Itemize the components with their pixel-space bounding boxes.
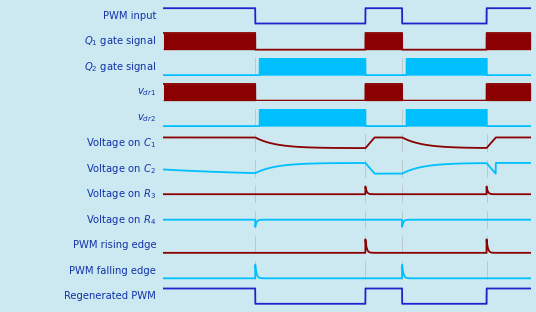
Text: $Q_1$ gate signal: $Q_1$ gate signal [84, 34, 156, 48]
Text: Voltage on $R_4$: Voltage on $R_4$ [86, 213, 156, 227]
Text: Regenerated PWM: Regenerated PWM [64, 291, 156, 301]
Text: PWM falling edge: PWM falling edge [69, 266, 156, 276]
Text: PWM input: PWM input [103, 11, 156, 21]
Text: $v_{dr2}$: $v_{dr2}$ [137, 112, 156, 124]
Text: $v_{dr1}$: $v_{dr1}$ [137, 86, 156, 98]
Text: $Q_2$ gate signal: $Q_2$ gate signal [84, 60, 156, 74]
Text: Voltage on $C_1$: Voltage on $C_1$ [86, 136, 156, 150]
Text: PWM rising edge: PWM rising edge [72, 240, 156, 250]
Text: Voltage on $C_2$: Voltage on $C_2$ [86, 162, 156, 176]
Text: Voltage on $R_3$: Voltage on $R_3$ [86, 187, 156, 201]
